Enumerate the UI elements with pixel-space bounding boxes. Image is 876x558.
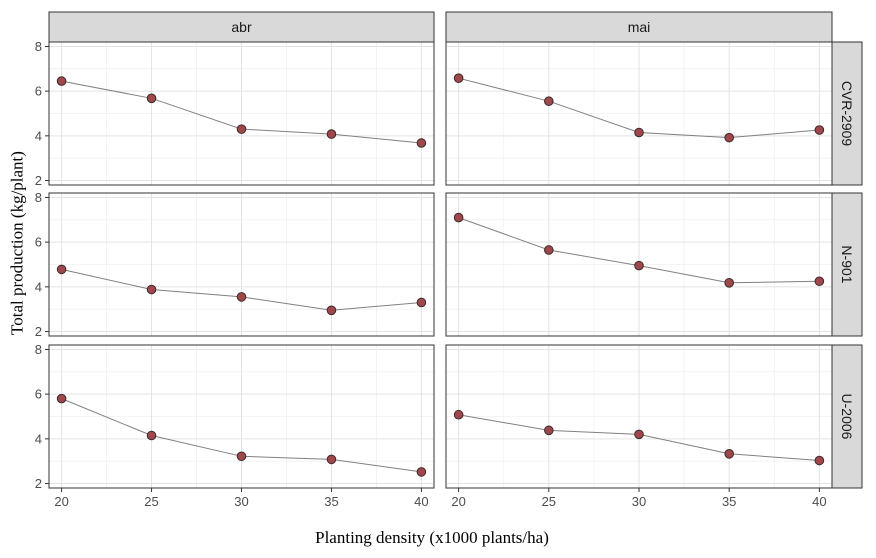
data-point xyxy=(416,138,427,148)
data-point xyxy=(544,96,554,107)
row-strip-N-901 xyxy=(831,192,863,337)
data-point xyxy=(814,125,825,135)
data-point xyxy=(814,455,825,466)
data-point xyxy=(544,425,554,436)
row-strip-label: N-901 xyxy=(839,245,855,283)
data-point xyxy=(146,284,157,295)
y-tick-label: 6 xyxy=(35,235,42,250)
y-axis-title: Total production (kg/plant) xyxy=(8,151,27,335)
data-point xyxy=(634,260,644,271)
panel-border xyxy=(445,41,833,186)
panel-border xyxy=(48,192,435,337)
row-strip-label: U-2006 xyxy=(839,394,855,440)
data-point xyxy=(56,264,67,275)
column-strip-mai xyxy=(445,11,833,43)
y-tick-label: 4 xyxy=(35,279,42,294)
x-tick-label: 25 xyxy=(144,494,158,509)
data-point xyxy=(544,245,554,255)
panel-U-2006-mai xyxy=(445,344,833,489)
panel-U-2006-abr xyxy=(48,344,435,489)
data-point xyxy=(453,212,464,223)
data-point xyxy=(453,409,464,420)
data-point xyxy=(724,278,734,288)
column-strip-label: abr xyxy=(231,19,252,35)
y-tick-label: 8 xyxy=(35,190,42,205)
data-point xyxy=(724,132,734,143)
data-point xyxy=(236,124,247,134)
data-point xyxy=(326,305,337,316)
data-point xyxy=(416,467,427,477)
y-tick-label: 6 xyxy=(35,387,42,402)
data-point xyxy=(146,93,157,104)
x-tick-label: 25 xyxy=(542,494,556,509)
y-tick-label: 6 xyxy=(35,84,42,99)
panel-N-901-abr xyxy=(48,192,435,337)
data-point xyxy=(56,76,67,86)
data-point xyxy=(416,297,427,308)
x-axis-title: Planting density (x1000 plants/ha) xyxy=(315,528,549,547)
data-point xyxy=(326,454,337,465)
y-tick-label: 2 xyxy=(35,173,42,188)
panel-N-901-mai xyxy=(445,192,833,337)
data-point xyxy=(236,451,247,462)
x-tick-label: 40 xyxy=(414,494,428,509)
y-tick-label: 2 xyxy=(35,476,42,491)
data-point xyxy=(634,127,644,138)
data-point xyxy=(326,129,337,139)
x-tick-label: 30 xyxy=(632,494,646,509)
column-strip-abr xyxy=(48,11,435,43)
data-point xyxy=(56,393,67,404)
row-strip-U-2006 xyxy=(831,344,863,489)
x-tick-label: 35 xyxy=(722,494,736,509)
x-tick-label: 35 xyxy=(324,494,338,509)
column-strip-label: mai xyxy=(628,19,651,35)
y-tick-label: 8 xyxy=(35,342,42,357)
data-point xyxy=(814,276,825,287)
data-point xyxy=(236,292,247,302)
panel-border xyxy=(445,192,833,337)
y-tick-label: 4 xyxy=(35,431,42,446)
row-strip-label: CVR-2909 xyxy=(839,81,855,147)
panel-border xyxy=(48,41,435,186)
panel-CVR-2909-abr xyxy=(48,41,435,186)
x-tick-label: 20 xyxy=(54,494,68,509)
panel-CVR-2909-mai xyxy=(445,41,833,186)
data-point xyxy=(634,429,644,440)
y-tick-label: 8 xyxy=(35,39,42,54)
data-point xyxy=(724,449,734,459)
y-tick-label: 2 xyxy=(35,324,42,339)
y-tick-label: 4 xyxy=(35,128,42,143)
x-tick-label: 30 xyxy=(234,494,248,509)
x-tick-label: 20 xyxy=(451,494,465,509)
data-point xyxy=(146,430,157,441)
data-point xyxy=(453,73,464,83)
row-strip-CVR-2909 xyxy=(831,41,863,186)
x-tick-label: 40 xyxy=(812,494,826,509)
